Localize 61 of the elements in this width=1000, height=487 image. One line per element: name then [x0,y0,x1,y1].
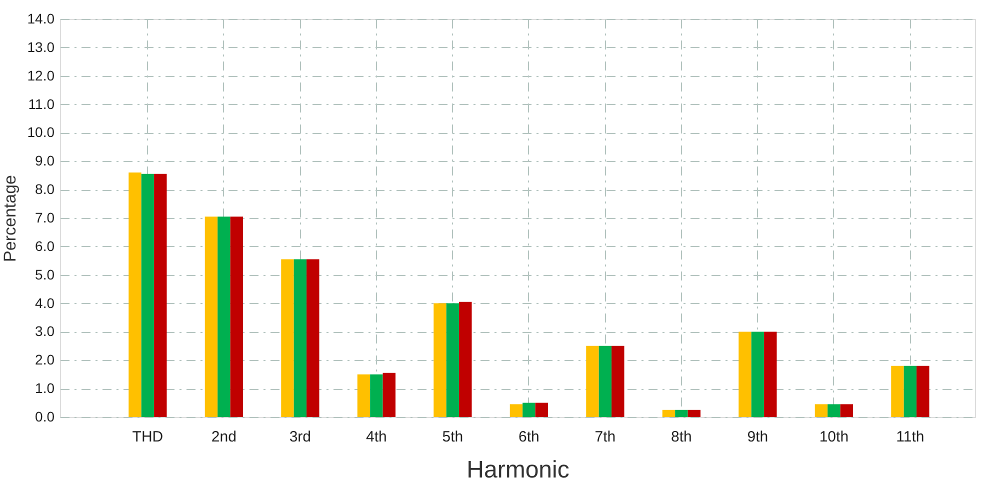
x-tick-label: 9th [747,428,768,446]
bar [828,404,840,417]
x-tick-label: 4th [366,428,387,446]
bar [294,259,307,417]
bar [916,366,930,417]
bar [459,302,472,417]
x-tick-label: 11th [896,428,924,446]
y-tick-label: 13.0 [27,38,55,55]
y-tick-label: 1.0 [35,380,55,396]
bar [434,303,446,417]
bar [598,346,612,417]
x-axis-title: Harmonic [466,456,570,484]
x-tick-label: 3rd [289,428,312,446]
x-tick-label: 5th [442,428,464,446]
y-tick-label: 2.0 [35,352,55,368]
bar [141,174,154,417]
bar [357,374,370,417]
bar [814,404,828,417]
y-tick-label: 8.0 [35,181,55,198]
x-tick-label: 8th [671,428,692,446]
x-tick-label: 6th [518,428,540,446]
x-tick-label: THD [132,428,164,446]
bar [891,366,904,417]
bar [904,366,917,417]
y-tick-label: 5.0 [35,266,55,282]
y-tick-label: 14.0 [27,10,55,26]
bar [688,410,700,417]
bar [612,346,624,417]
bar [306,259,320,417]
bar [840,404,853,417]
bar [764,332,777,417]
bar [662,410,676,417]
y-tick-label: 10.0 [27,124,55,140]
y-tick-label: 7.0 [35,210,55,226]
y-tick-label: 9.0 [35,152,55,169]
x-tick-label: 7th [594,428,616,446]
bar [675,410,688,417]
y-tick-label: 3.0 [35,323,55,340]
x-tick-label: 2nd [211,428,236,446]
bar [446,303,460,417]
y-tick-label: 0.0 [35,408,55,424]
y-tick-label: 6.0 [35,238,55,254]
bar [738,332,752,417]
bar [510,404,523,417]
bar [751,332,764,417]
bar [382,372,396,417]
bar [522,402,536,417]
bar [281,259,294,417]
y-tick-label: 12.0 [27,67,55,84]
bar [154,174,167,417]
x-tick-label: 10th [819,428,849,446]
bar [204,216,218,417]
bar [128,172,142,417]
bar [370,374,383,417]
bar [230,216,243,417]
bar [535,402,548,417]
y-tick-label: 4.0 [35,294,55,311]
y-axis-title: Percentage [0,175,20,262]
y-tick-label: 11.0 [28,96,55,112]
bar [586,346,599,417]
bar [218,216,230,417]
